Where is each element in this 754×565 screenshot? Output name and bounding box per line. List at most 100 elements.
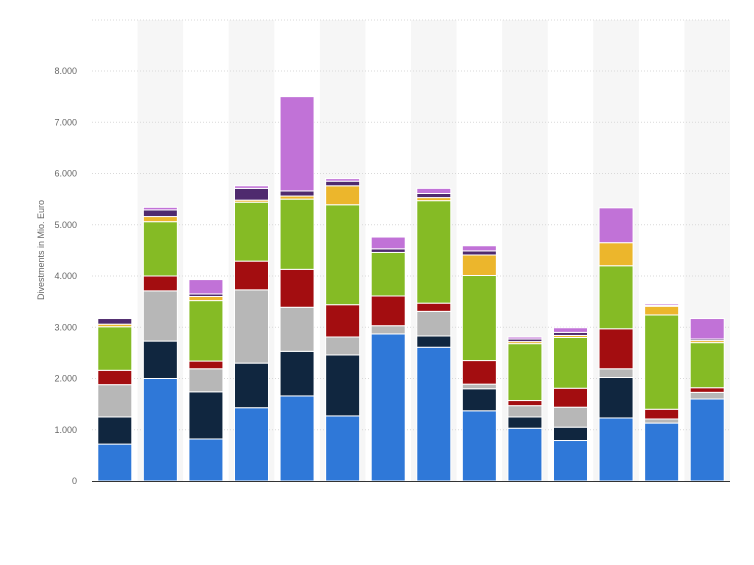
bar-segment [188,296,224,302]
bar-segment [553,337,588,389]
y-tick-label: 4.000 [54,271,77,281]
bar-segment [416,187,452,194]
bar-segment [689,318,725,340]
bar-segment [598,328,634,370]
bar-segment [188,360,224,370]
bar-segment [234,289,269,364]
bar-segment [325,336,361,356]
bar-segment [97,384,133,418]
y-tick-label: 6.000 [54,169,77,179]
bar-segment [279,96,315,192]
bar-segment [279,350,315,397]
bar-segment [507,400,543,407]
bar-segment [142,290,178,342]
bar-segment [416,346,452,482]
bar-segment [461,254,497,276]
bar-segment [370,325,406,335]
bar-segment [279,190,315,197]
bar-segment [234,260,269,291]
bar-segment [644,305,680,316]
bar-segment [142,216,178,223]
bar-segment [644,418,680,424]
bar-segment [416,302,452,312]
bar-segment [416,200,452,304]
bar-segment [461,250,497,256]
bar-segment [461,274,497,362]
bar-segment [598,368,634,378]
y-tick-label: 8.000 [54,66,77,76]
bar-segment [188,279,224,295]
bar-segment [279,198,315,270]
bar-segment [234,362,269,409]
bar-segment [598,376,634,419]
bar-segment [325,180,361,187]
bar-segment [461,388,497,412]
bar-segment [644,408,680,420]
bar-segment [461,383,497,390]
bar-segment [644,303,680,306]
bar-segment [325,185,361,206]
bar-segment [97,318,133,325]
bar-segment [689,342,725,389]
bar-segment [234,187,269,201]
bars [97,96,725,482]
bar-segment [325,178,361,182]
bar-segment [644,422,680,482]
bar-segment [142,275,178,292]
y-tick-label: 5.000 [54,220,77,230]
bar-segment [507,427,543,482]
bar-segment [461,410,497,482]
bar-segment [416,310,452,337]
bar-segment [689,398,725,482]
bar-segment [416,192,452,199]
bar-segment [461,245,497,252]
bar-segment [325,354,361,417]
bar-segment [325,415,361,482]
bar-segment [598,242,634,267]
y-axis-ticks: 0 1.000 2.000 3.000 4.000 5.000 6.000 7.000 8.00… [54,66,77,486]
bar-segment [234,185,269,189]
y-tick-label: 2.000 [54,374,77,384]
bar-segment [142,378,178,482]
bar-segment [142,206,178,211]
bar-segment [370,248,406,253]
bar-segment [188,391,224,440]
bar-segment [553,406,588,428]
bar-segment [188,300,224,362]
bar-segment [689,391,725,400]
bar-segment [279,395,315,482]
bar-segment [553,387,588,408]
bar-segment [507,405,543,418]
bar-segment [234,407,269,482]
bar-segment [142,221,178,277]
bar-segment [507,343,543,402]
bar-segment [142,340,178,379]
bar-segment [598,265,634,330]
bar-segment [142,209,178,218]
bar-segment [507,416,543,429]
y-tick-label: 3.000 [54,322,77,332]
y-tick-label: 0 [72,476,77,486]
bar-segment [325,304,361,338]
bar-segment [188,368,224,393]
bar-segment [644,314,680,410]
bar-segment [97,326,133,371]
bar-segment [97,443,133,482]
bar-segment [234,201,269,262]
bar-segment [689,387,725,393]
y-tick-label: 7.000 [54,117,77,127]
bar-segment [598,417,634,482]
y-axis-label: Divestments in Mio. Euro [36,200,46,300]
bar-segment [279,306,315,352]
bar-segment [370,236,406,250]
bar-segment [188,438,224,482]
bar-segment [370,333,406,482]
bar-segment [97,369,133,386]
bar-segment [325,204,361,306]
bar-segment [97,416,133,445]
bar-segment [553,426,588,442]
bar-segment [553,327,588,333]
bar-segment [370,251,406,297]
